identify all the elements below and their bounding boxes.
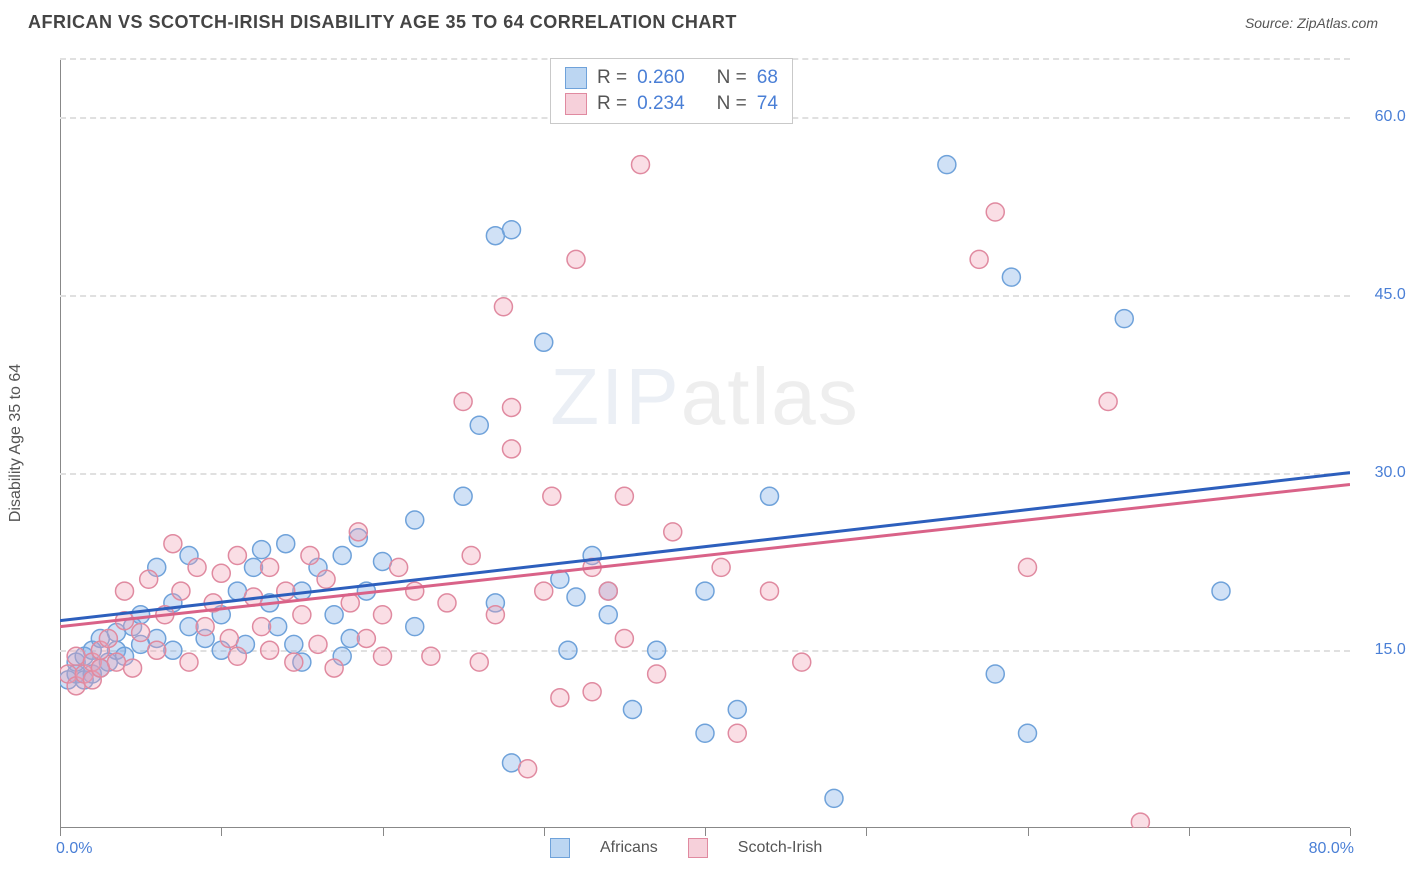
trend-line <box>60 484 1350 626</box>
x-tick <box>221 828 222 836</box>
legend-swatch-scotch-irish-icon <box>688 838 708 858</box>
swatch-scotch-irish-icon <box>565 93 587 115</box>
x-tick <box>383 828 384 836</box>
x-tick <box>60 828 61 836</box>
plot-area: Disability Age 35 to 64 15.0%30.0%45.0%6… <box>60 58 1350 828</box>
swatch-africans-icon <box>565 67 587 89</box>
x-tick <box>1028 828 1029 836</box>
y-axis-label: Disability Age 35 to 64 <box>7 364 25 522</box>
stats-row-africans: R = 0.260 N = 68 <box>565 65 778 91</box>
x-tick <box>1189 828 1190 836</box>
x-tick <box>544 828 545 836</box>
trend-lines <box>60 58 1350 828</box>
x-origin-label: 0.0% <box>56 840 92 858</box>
trend-line <box>60 473 1350 621</box>
x-tick <box>866 828 867 836</box>
legend-label-africans: Africans <box>600 839 658 857</box>
series-legend: Africans Scotch-Irish <box>550 838 822 858</box>
y-tick-label: 15.0% <box>1360 641 1406 659</box>
y-tick-label: 60.0% <box>1360 108 1406 126</box>
legend-swatch-africans-icon <box>550 838 570 858</box>
source-label: Source: ZipAtlas.com <box>1245 15 1378 31</box>
x-tick <box>705 828 706 836</box>
stats-row-scotch-irish: R = 0.234 N = 74 <box>565 91 778 117</box>
stats-box: R = 0.260 N = 68 R = 0.234 N = 74 <box>550 58 793 124</box>
legend-label-scotch-irish: Scotch-Irish <box>738 839 822 857</box>
chart-title: AFRICAN VS SCOTCH-IRISH DISABILITY AGE 3… <box>28 12 737 33</box>
x-tick <box>1350 828 1351 836</box>
x-end-label: 80.0% <box>1309 840 1354 858</box>
y-tick-label: 45.0% <box>1360 286 1406 304</box>
y-tick-label: 30.0% <box>1360 464 1406 482</box>
